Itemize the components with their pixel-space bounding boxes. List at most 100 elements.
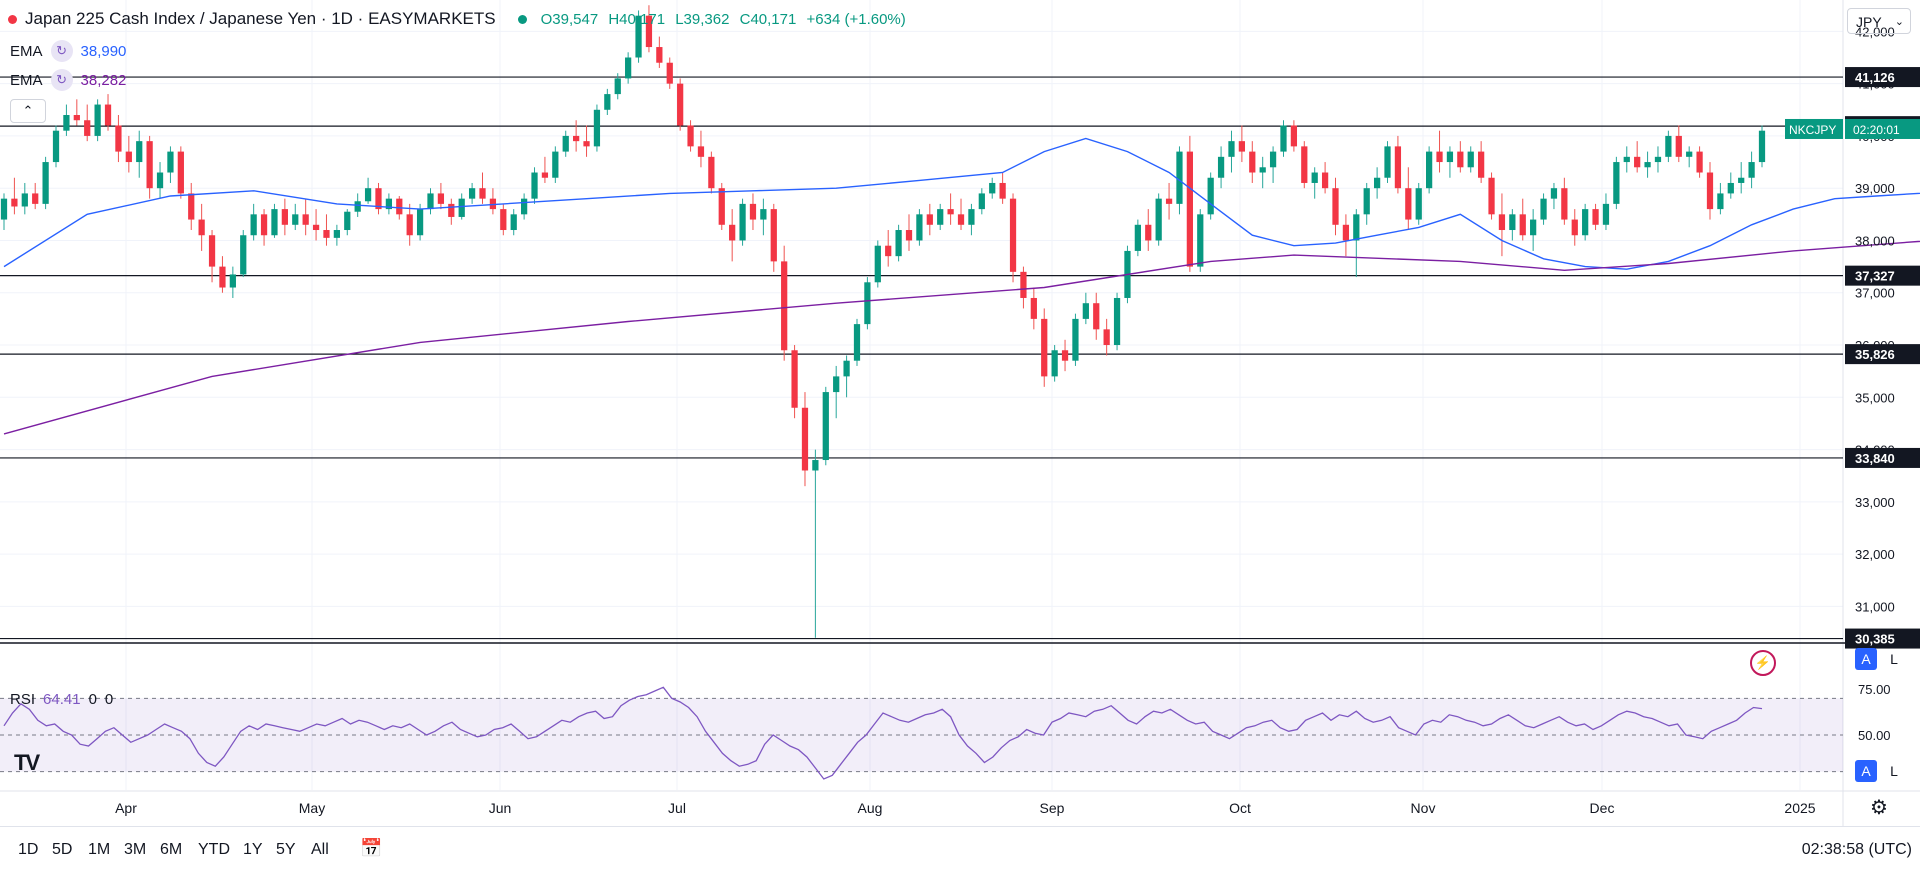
time-tick-label: May [299, 800, 325, 816]
svg-text:35,826: 35,826 [1855, 347, 1895, 362]
candle-body [104, 104, 112, 126]
rsi-legend[interactable]: RSI 64.41 0 0 [10, 691, 113, 708]
price-tick-label: 37,000 [1855, 286, 1895, 301]
price-chart[interactable]: 42,00041,00040,00039,00038,00037,00036,0… [0, 0, 1920, 826]
candle-body [188, 193, 195, 220]
rsi-log-scale-button[interactable]: L [1890, 763, 1898, 779]
log-scale-button[interactable]: L [1890, 651, 1898, 667]
time-tick-label: Sep [1040, 800, 1065, 816]
candle-body [94, 104, 101, 136]
candle-body [1249, 151, 1256, 173]
candle-body [1051, 350, 1058, 377]
candle-body [1758, 130, 1766, 163]
candle-body [645, 15, 653, 48]
price-tick-label: 35,000 [1855, 390, 1895, 405]
candle-body [677, 83, 684, 126]
chart-title[interactable]: Japan 225 Cash Index / Japanese Yen · 1D… [25, 9, 496, 28]
candle-body [364, 188, 372, 202]
auto-scale-button[interactable]: A [1855, 648, 1877, 670]
time-tick-label: Jul [668, 800, 686, 816]
currency-select[interactable]: JPY ⌄ [1847, 8, 1911, 34]
candle-body [1093, 303, 1100, 330]
candle-body [260, 214, 268, 236]
ema-fast-value: 38,990 [80, 42, 127, 60]
candle-body [208, 235, 216, 267]
ema-fast-legend[interactable]: EMA ↻ 38,990 [10, 40, 126, 62]
level-label: 33,840 [1845, 447, 1920, 468]
candle-body [1030, 297, 1037, 319]
candle-body [968, 209, 975, 225]
market-open-dot [517, 14, 527, 24]
level-label: 30,385 [1845, 628, 1920, 649]
candle-body [416, 209, 424, 236]
candle-body [853, 324, 861, 361]
candle-body [42, 162, 49, 204]
candle-body [1550, 188, 1558, 199]
candle-body [999, 182, 1006, 199]
loading-icon: ↻ [50, 40, 73, 62]
tradingview-logo[interactable]: TV [14, 750, 40, 775]
candle-body [1145, 224, 1152, 241]
timeframe-5d[interactable]: 5D [52, 841, 73, 858]
lightning-icon[interactable]: ⚡ [1750, 650, 1776, 676]
timeframe-6m[interactable]: 6M [160, 841, 183, 858]
candle-body [957, 214, 965, 225]
rsi-label: RSI [10, 691, 36, 708]
candle-body [32, 193, 39, 204]
timeframe-1d[interactable]: 1D [18, 841, 39, 858]
candle-body [937, 209, 944, 225]
candle-body [791, 350, 798, 408]
candle-body [312, 224, 320, 231]
candle-body [1269, 151, 1277, 168]
candle-body [115, 125, 122, 152]
timeframe-5y[interactable]: 5Y [276, 841, 296, 858]
candle-body [21, 193, 28, 207]
currency-value: JPY [1856, 14, 1882, 30]
candle-body [1696, 151, 1703, 173]
timeframe-all[interactable]: All [311, 841, 329, 858]
timeframe-3m[interactable]: 3M [124, 841, 147, 858]
candle-body [1665, 135, 1672, 157]
candle-body [520, 198, 528, 215]
candle-body [562, 135, 569, 152]
timeframe-1y[interactable]: 1Y [243, 841, 263, 858]
ema-slow-line [3, 240, 1920, 435]
level-label: 35,826 [1845, 344, 1920, 365]
time-tick-label: Apr [115, 800, 137, 816]
candle-body [978, 193, 985, 210]
candle-body [1353, 214, 1360, 241]
candle-body [396, 198, 403, 215]
candle-body [354, 201, 361, 212]
grid [0, 0, 1843, 790]
timeframe-ytd[interactable]: YTD [198, 841, 230, 858]
candle-body [1717, 193, 1724, 210]
candle-body [1457, 151, 1464, 168]
time-tick-label: Nov [1411, 800, 1436, 816]
gear-icon[interactable]: ⚙ [1870, 797, 1888, 819]
calendar-range-icon[interactable]: 📅 [360, 838, 383, 858]
rsi-tick-label: 50.00 [1858, 728, 1891, 743]
candle-body [1613, 162, 1620, 204]
candle-body [1373, 177, 1381, 189]
candle-body [1509, 214, 1516, 231]
ema-slow-legend[interactable]: EMA ↻ 38,282 [10, 69, 126, 91]
candle-body [749, 203, 757, 220]
ema-fast-label: EMA [10, 42, 43, 60]
collapse-legend-button[interactable]: ⌃ [10, 99, 46, 123]
rsi-auto-scale-button[interactable]: A [1855, 760, 1877, 782]
candle-body [271, 209, 278, 236]
rsi-param-a: 0 [88, 691, 97, 708]
timeframe-1m[interactable]: 1M [88, 841, 111, 858]
utc-clock[interactable]: 02:38:58 (UTC) [1801, 841, 1912, 858]
candle-body [552, 151, 559, 178]
candle-body [1165, 198, 1173, 204]
candle-body [1415, 188, 1422, 220]
rsi-value: 64.41 [43, 691, 81, 708]
candle-body [1436, 151, 1443, 163]
candle-body [541, 172, 549, 178]
candle-body [1061, 350, 1069, 361]
candle-body [1540, 198, 1547, 220]
last-price-tag: NKCJPY 02:20:01 [1785, 118, 1920, 139]
candle-body [1582, 209, 1589, 236]
symbol-legend: Japan 225 Cash Index / Japanese Yen · 1D… [8, 9, 912, 29]
